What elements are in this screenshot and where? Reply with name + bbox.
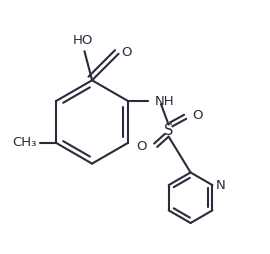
Text: N: N bbox=[215, 179, 225, 192]
Text: O: O bbox=[193, 108, 203, 121]
Text: O: O bbox=[137, 140, 147, 153]
Text: HO: HO bbox=[73, 34, 93, 47]
Text: S: S bbox=[164, 123, 173, 138]
Text: O: O bbox=[122, 46, 132, 59]
Text: CH₃: CH₃ bbox=[12, 136, 36, 149]
Text: NH: NH bbox=[155, 94, 174, 108]
